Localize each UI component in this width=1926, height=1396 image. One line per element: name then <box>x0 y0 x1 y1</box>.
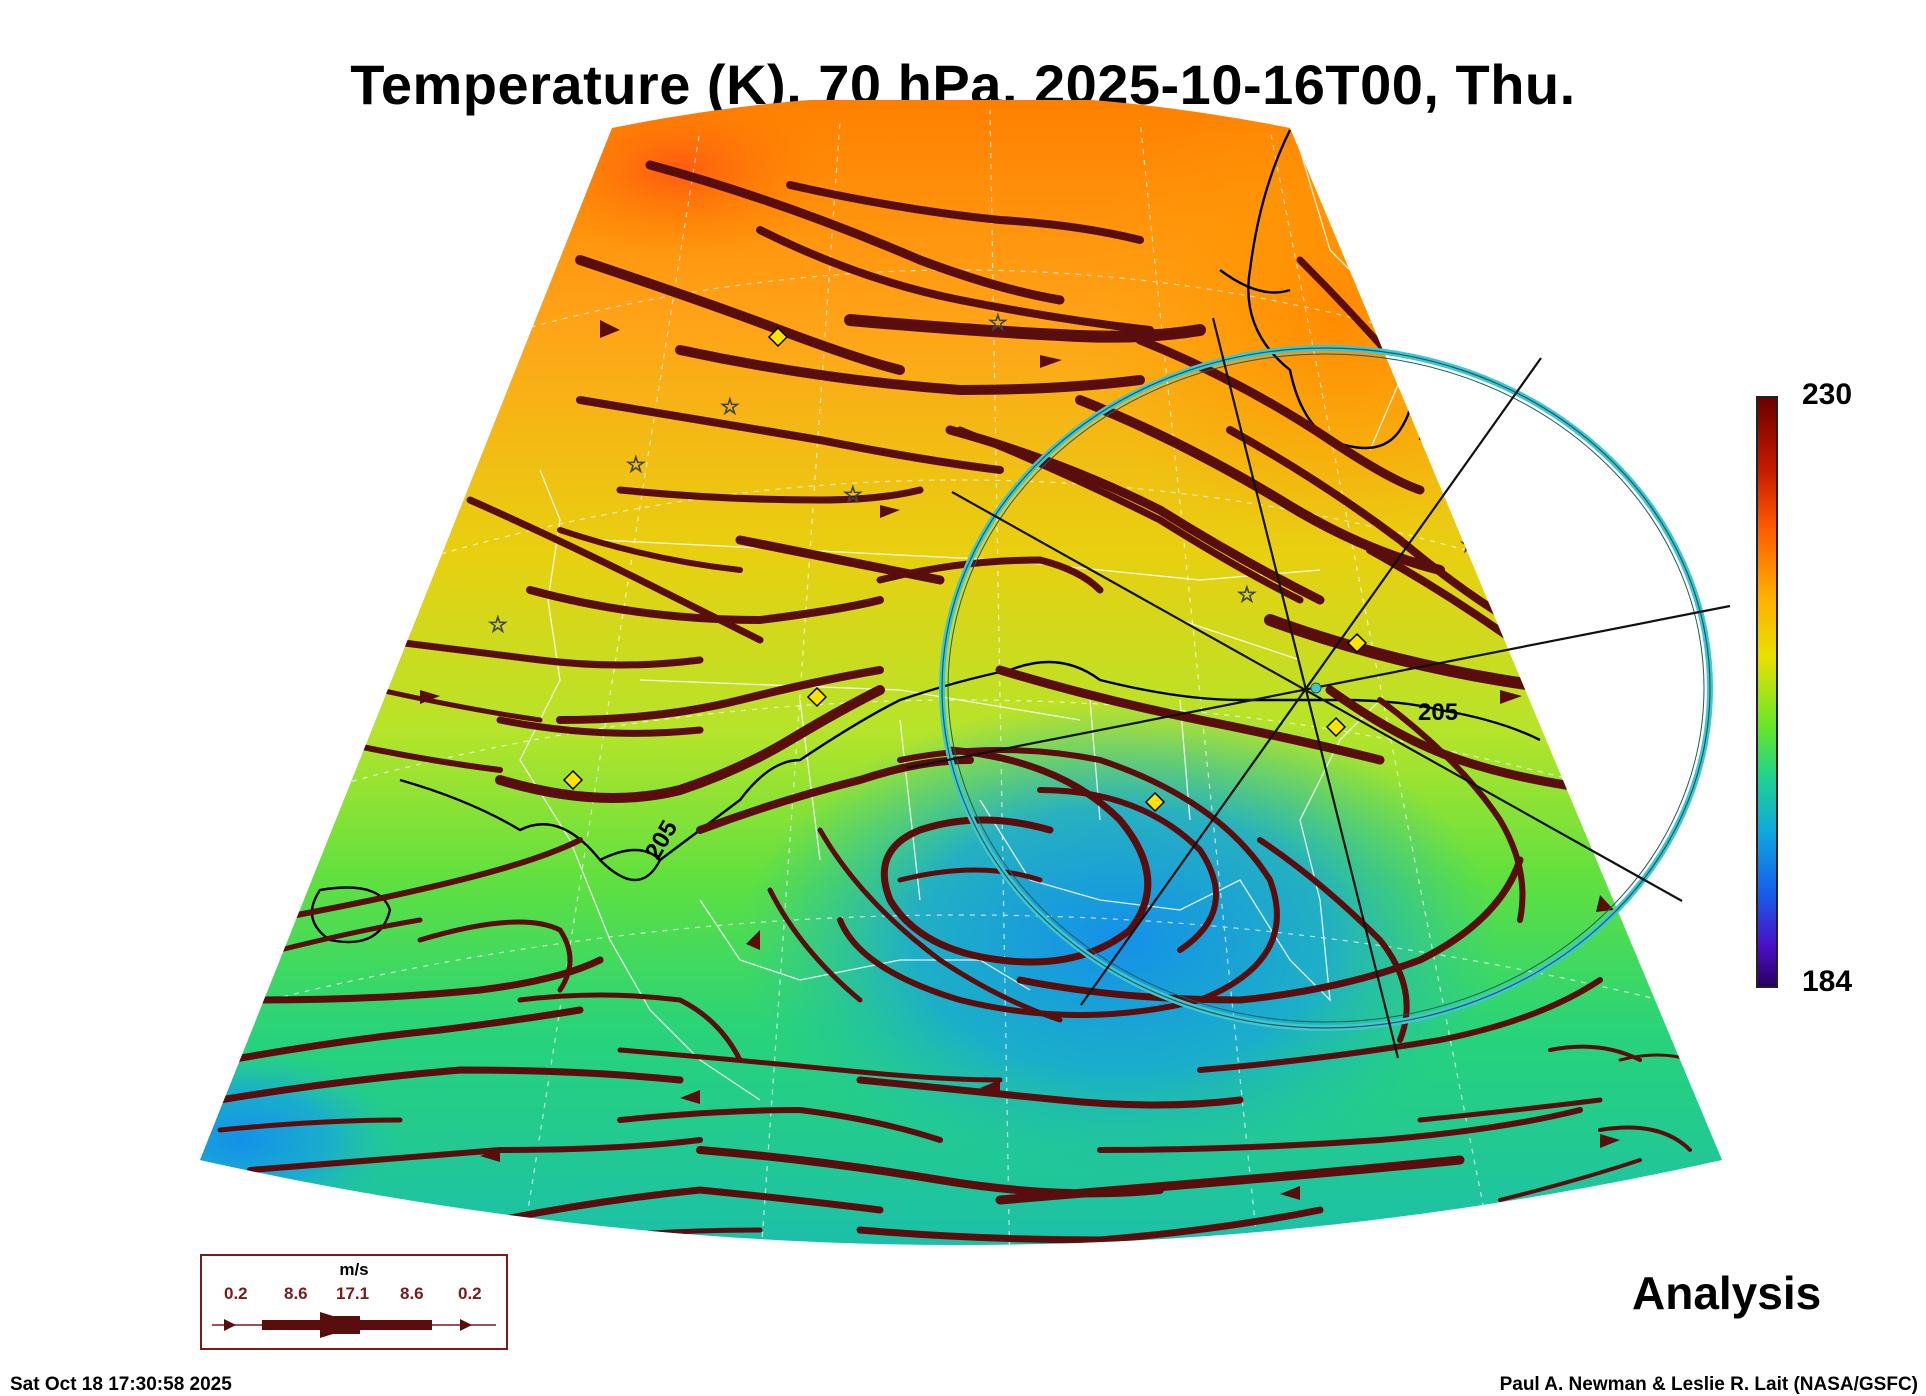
ring-center-marker <box>1310 682 1322 694</box>
svg-text:☆: ☆ <box>1455 319 1475 344</box>
station-diamond <box>806 686 828 708</box>
station-diamonds <box>562 326 1368 813</box>
legend-unit: m/s <box>339 1260 369 1279</box>
svg-text:☆: ☆ <box>626 453 646 478</box>
polar-ring <box>939 345 1713 1031</box>
legend-value: 17.1 <box>336 1284 370 1303</box>
contour-label-205-east: 205 <box>1418 699 1458 726</box>
warm-region-northeast <box>1080 94 1600 540</box>
svg-text:☆: ☆ <box>720 395 740 420</box>
timestamp: Sat Oct 18 17:30:58 2025 <box>10 1374 232 1395</box>
temperature-colorbar <box>1756 396 1778 988</box>
wind-streamlines <box>216 160 1692 1244</box>
projection-lines <box>906 317 1731 1059</box>
wind-speed-legend: m/s 0.2 8.6 17.1 8.6 0.2 <box>200 1254 508 1350</box>
streamline-arrowheads <box>420 320 1620 1200</box>
station-diamond <box>1144 791 1166 813</box>
svg-text:☆: ☆ <box>843 483 863 508</box>
station-diamond <box>562 769 584 791</box>
station-diamond <box>767 326 789 348</box>
svg-text:☆: ☆ <box>1460 533 1480 558</box>
cold-spot-west <box>200 1050 400 1230</box>
svg-text:☆: ☆ <box>488 613 508 638</box>
svg-text:☆: ☆ <box>1237 583 1257 608</box>
analysis-label: Analysis <box>1632 1267 1822 1319</box>
station-diamond <box>1325 716 1347 738</box>
svg-text:☆: ☆ <box>988 311 1008 336</box>
station-diamond <box>1346 632 1368 654</box>
colorbar-min-label: 184 <box>1802 965 1853 998</box>
legend-value: 0.2 <box>224 1284 248 1303</box>
colorbar-max-label: 230 <box>1802 378 1853 411</box>
legend-value: 0.2 <box>458 1284 482 1303</box>
legend-value: 8.6 <box>400 1284 424 1303</box>
legend-value: 8.6 <box>284 1284 308 1303</box>
credit: Paul A. Newman & Leslie R. Lait (NASA/GS… <box>1499 1374 1918 1395</box>
legend-arrow-sample <box>212 1312 496 1338</box>
